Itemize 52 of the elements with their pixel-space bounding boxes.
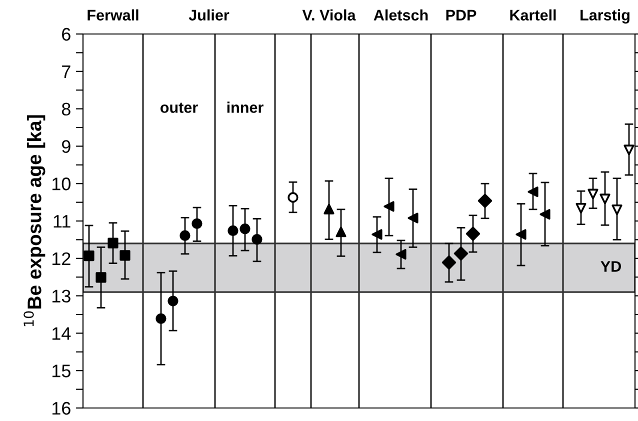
- point: [372, 229, 382, 240]
- point: [466, 226, 480, 241]
- point: [528, 186, 538, 198]
- point: [252, 234, 262, 245]
- x-tick-label: Julier: [188, 9, 230, 21]
- point: [168, 296, 178, 306]
- y-tick-label: 12: [52, 252, 70, 265]
- y-tick-label: 9: [62, 140, 70, 153]
- y-tick-label: 10: [52, 178, 70, 190]
- point: [540, 208, 550, 220]
- annotation: outer: [160, 102, 198, 113]
- point: [240, 224, 250, 234]
- point: [516, 229, 526, 240]
- y-tick-label: 8: [62, 102, 70, 116]
- point: [588, 188, 598, 200]
- point: [120, 250, 130, 261]
- point: [156, 313, 166, 324]
- point: [228, 225, 238, 236]
- y-tick-label: 14: [52, 327, 71, 340]
- point: [336, 226, 346, 238]
- y-tick-label: 6: [62, 28, 70, 41]
- point: [96, 272, 106, 283]
- x-tick-label: Ferwall: [88, 9, 138, 21]
- point: [612, 204, 622, 216]
- x-tick-label: Aletsch: [374, 9, 428, 21]
- point: [478, 194, 492, 208]
- point: [600, 194, 610, 204]
- point: [180, 230, 190, 241]
- point: [108, 238, 118, 248]
- y-tick-label: 7: [62, 66, 70, 78]
- point: [192, 218, 202, 229]
- point: [624, 144, 634, 156]
- y-tick-label: 13: [52, 290, 70, 303]
- y-axis-title: $^{10}$Be exposure age [ka]: [24, 115, 46, 326]
- band-label: YD: [600, 261, 621, 272]
- x-tick-label: Larstig: [580, 9, 630, 24]
- point: [454, 246, 468, 261]
- point: [408, 212, 418, 224]
- y-tick-label: 11: [54, 215, 70, 228]
- annotation: inner: [227, 102, 264, 113]
- y-tick-label: 16: [52, 402, 70, 415]
- x-tick-label: V. Viola: [302, 9, 356, 21]
- point: [324, 204, 334, 214]
- x-tick-label: PDP: [446, 10, 476, 20]
- point: [396, 248, 406, 260]
- x-tick-label: Kartell: [510, 9, 556, 21]
- point: [288, 192, 298, 203]
- point: [384, 201, 394, 212]
- point: [576, 202, 586, 214]
- point: [84, 250, 94, 262]
- point: [442, 255, 456, 270]
- y-tick-label: 15: [52, 364, 70, 378]
